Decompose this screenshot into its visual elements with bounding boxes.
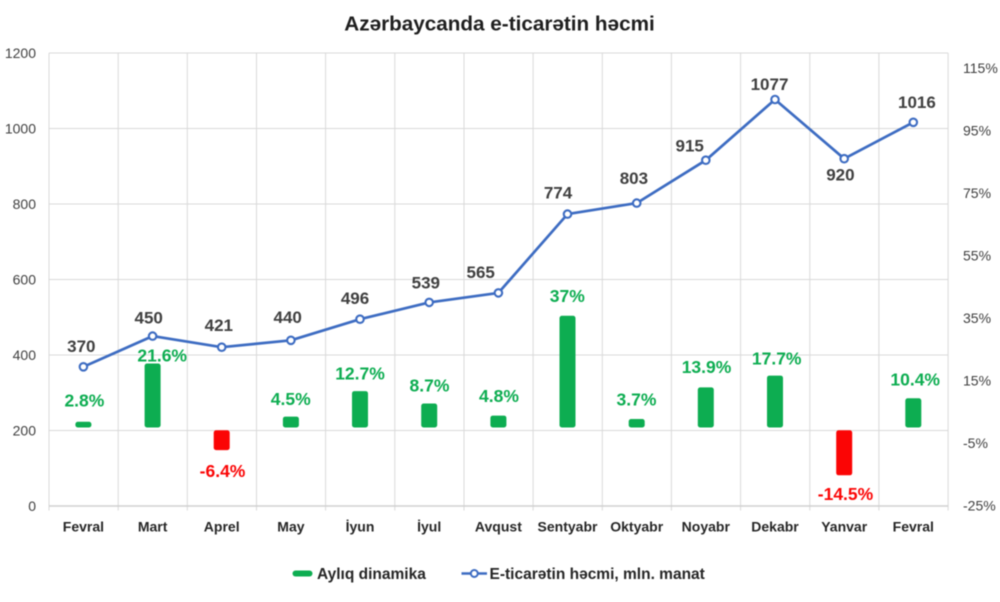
svg-text:-5%: -5% — [963, 435, 988, 451]
svg-text:35%: 35% — [963, 310, 991, 326]
svg-text:421: 421 — [205, 316, 233, 335]
svg-text:37%: 37% — [550, 286, 585, 306]
svg-text:4.5%: 4.5% — [271, 389, 311, 409]
svg-text:450: 450 — [135, 309, 163, 328]
svg-text:E-ticarətin həcmi, mln. manat: E-ticarətin həcmi, mln. manat — [490, 566, 705, 583]
svg-text:774: 774 — [544, 183, 573, 202]
svg-text:Aylıq dinamika: Aylıq dinamika — [317, 566, 426, 583]
svg-text:800: 800 — [13, 196, 37, 212]
svg-text:115%: 115% — [963, 60, 998, 76]
svg-text:Fevral: Fevral — [63, 519, 104, 535]
svg-text:12.7%: 12.7% — [335, 364, 385, 384]
svg-text:75%: 75% — [963, 185, 991, 201]
svg-text:0: 0 — [28, 498, 36, 514]
svg-text:21.6%: 21.6% — [137, 346, 187, 366]
svg-text:1000: 1000 — [5, 121, 36, 137]
svg-text:803: 803 — [620, 169, 648, 188]
svg-text:915: 915 — [676, 137, 704, 156]
svg-text:-14.5%: -14.5% — [818, 484, 874, 504]
svg-text:Dekabr: Dekabr — [751, 519, 799, 535]
svg-text:3.7%: 3.7% — [617, 390, 657, 410]
svg-text:Oktyabr: Oktyabr — [610, 519, 663, 535]
svg-text:8.7%: 8.7% — [410, 376, 450, 396]
svg-text:400: 400 — [13, 347, 37, 363]
svg-text:May: May — [277, 519, 304, 535]
svg-text:55%: 55% — [963, 248, 991, 264]
svg-text:15%: 15% — [963, 373, 991, 389]
svg-text:-6.4%: -6.4% — [200, 461, 246, 481]
svg-text:200: 200 — [13, 423, 37, 439]
svg-text:1077: 1077 — [751, 75, 789, 94]
svg-text:10.4%: 10.4% — [890, 370, 940, 390]
svg-text:Yanvar: Yanvar — [821, 519, 867, 535]
svg-text:Mart: Mart — [138, 519, 168, 535]
svg-text:Noyabr: Noyabr — [682, 519, 731, 535]
svg-text:539: 539 — [412, 273, 440, 292]
svg-text:Sentyabr: Sentyabr — [538, 519, 598, 535]
svg-text:İyun: İyun — [346, 519, 375, 535]
svg-text:440: 440 — [274, 308, 302, 327]
svg-text:95%: 95% — [963, 123, 991, 139]
svg-text:-25%: -25% — [963, 498, 996, 514]
svg-text:496: 496 — [341, 289, 369, 308]
svg-text:565: 565 — [467, 263, 495, 282]
svg-text:4.8%: 4.8% — [479, 386, 519, 406]
svg-text:Aprel: Aprel — [204, 519, 240, 535]
svg-text:İyul: İyul — [417, 519, 441, 535]
svg-text:13.9%: 13.9% — [682, 357, 732, 377]
svg-text:Avqust: Avqust — [475, 519, 522, 535]
svg-text:Fevral: Fevral — [893, 519, 934, 535]
svg-text:920: 920 — [826, 166, 854, 185]
svg-text:1200: 1200 — [5, 45, 36, 61]
svg-text:1016: 1016 — [898, 93, 936, 112]
svg-text:2.8%: 2.8% — [64, 391, 104, 411]
svg-text:17.7%: 17.7% — [752, 349, 802, 369]
svg-text:600: 600 — [13, 272, 37, 288]
svg-text:370: 370 — [67, 337, 95, 356]
svg-text:Azərbaycanda e-ticarətin həcmi: Azərbaycanda e-ticarətin həcmi — [344, 13, 654, 36]
